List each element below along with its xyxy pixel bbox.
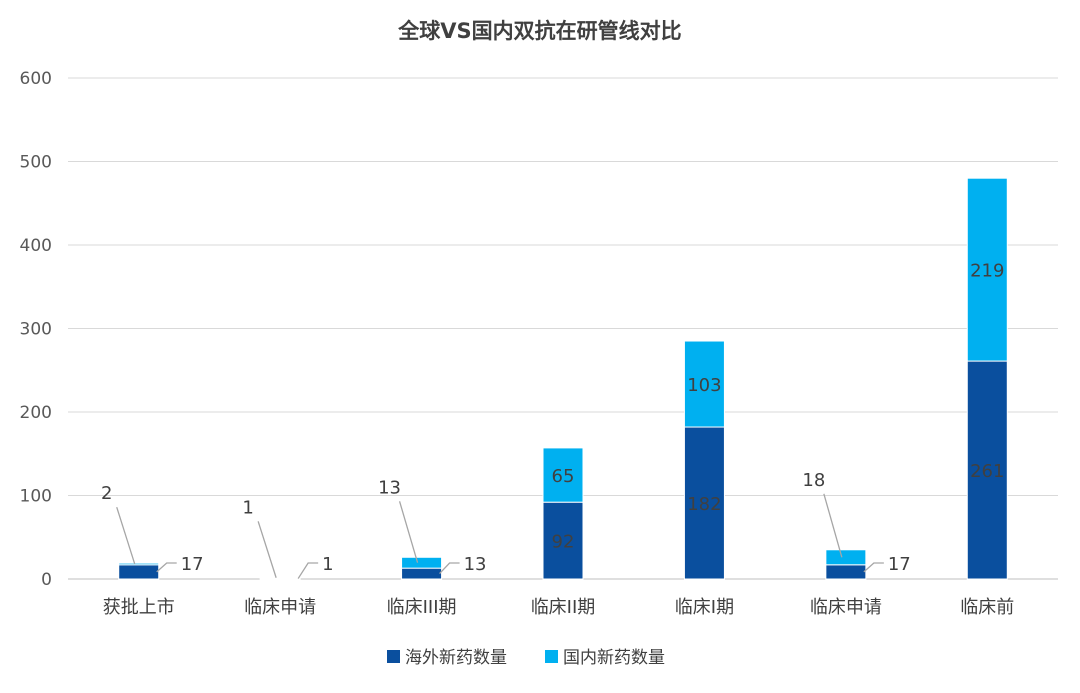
- bar-overseas: [401, 567, 443, 580]
- legend-label-domestic: 国内新药数量: [563, 648, 665, 668]
- bar-domestic: [825, 549, 867, 566]
- x-tick-label: 临床前: [960, 597, 1014, 618]
- data-label-overseas: 92: [552, 532, 575, 553]
- leader-line: [863, 562, 884, 573]
- data-label-domestic: 18: [802, 470, 825, 491]
- y-tick-label: 200: [20, 403, 52, 423]
- data-label-domestic: 2: [101, 483, 112, 504]
- x-tick-label: 临床申请: [244, 597, 316, 618]
- y-tick-label: 400: [20, 236, 52, 256]
- x-tick-label: 临床I期: [675, 597, 734, 618]
- leader-line: [823, 493, 843, 558]
- leader-line: [398, 501, 419, 563]
- legend-swatch-overseas: [387, 650, 400, 663]
- data-label-overseas: 13: [464, 554, 487, 575]
- data-label-domestic: 1: [242, 497, 253, 518]
- chart-title: 全球VS国内双抗在研管线对比: [397, 19, 681, 43]
- legend-label-overseas: 海外新药数量: [405, 648, 507, 668]
- data-label-domestic: 219: [970, 261, 1004, 282]
- data-label-overseas: 261: [970, 461, 1004, 482]
- y-tick-label: 600: [20, 69, 52, 89]
- bar-overseas: [966, 360, 1008, 580]
- bar-domestic: [259, 576, 301, 579]
- data-label-overseas: 17: [181, 554, 204, 575]
- leader-line: [297, 562, 319, 579]
- bar-overseas: [683, 426, 725, 580]
- y-tick-label: 500: [20, 153, 52, 173]
- bar-domestic: [966, 177, 1008, 362]
- data-label-domestic: 103: [687, 375, 721, 396]
- bar-overseas: [118, 564, 160, 580]
- y-tick-label: 300: [20, 320, 52, 340]
- x-tick-label: 获批上市: [103, 597, 175, 618]
- leader-line: [439, 562, 460, 575]
- x-tick-label: 临床III期: [387, 597, 457, 618]
- leader-line: [257, 521, 277, 578]
- y-axis: 0 100 200 300 400 500 600: [20, 69, 52, 590]
- legend: 海外新药数量 国内新药数量: [387, 648, 665, 668]
- data-label-overseas: 182: [687, 494, 721, 515]
- bar-domestic: [118, 562, 160, 566]
- data-labels: 17 2 1 1 13 13 92 65 182 103 17 18 261 219: [101, 261, 1004, 579]
- data-label-overseas: 17: [888, 554, 911, 575]
- bar-overseas: [825, 564, 867, 580]
- gridlines: [68, 77, 1058, 580]
- bar-domestic: [542, 447, 584, 503]
- data-label-domestic: 65: [552, 466, 575, 487]
- y-tick-label: 0: [41, 570, 52, 590]
- leader-line: [156, 562, 177, 573]
- bar-domestic: [401, 556, 443, 569]
- x-axis: 获批上市 临床申请 临床III期 临床II期 临床I期 临床申请 临床前: [103, 597, 1015, 618]
- legend-swatch-domestic: [545, 650, 558, 663]
- y-tick-label: 100: [20, 487, 52, 507]
- bars: [118, 177, 1008, 580]
- data-label-overseas: 1: [322, 554, 333, 575]
- bar-domestic: [683, 340, 725, 428]
- x-tick-label: 临床II期: [531, 597, 596, 618]
- data-label-domestic: 13: [378, 477, 401, 498]
- leader-line: [116, 506, 136, 565]
- x-tick-label: 临床申请: [810, 597, 882, 618]
